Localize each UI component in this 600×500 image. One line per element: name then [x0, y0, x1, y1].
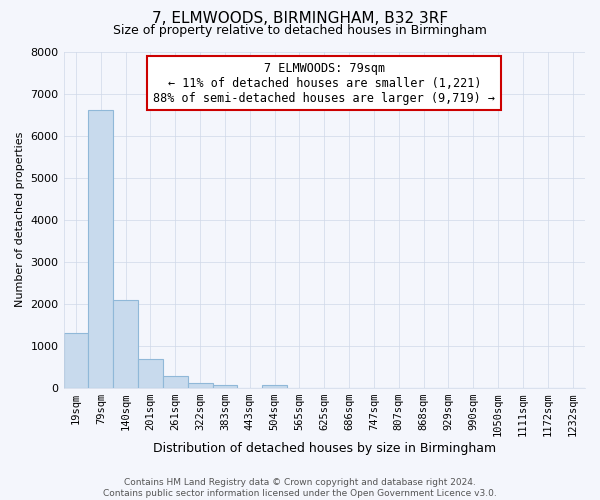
Y-axis label: Number of detached properties: Number of detached properties	[15, 132, 25, 308]
X-axis label: Distribution of detached houses by size in Birmingham: Distribution of detached houses by size …	[153, 442, 496, 455]
Bar	[64, 333, 88, 388]
Text: Contains HM Land Registry data © Crown copyright and database right 2024.
Contai: Contains HM Land Registry data © Crown c…	[103, 478, 497, 498]
Bar	[113, 300, 138, 388]
Text: Size of property relative to detached houses in Birmingham: Size of property relative to detached ho…	[113, 24, 487, 37]
Bar	[188, 383, 212, 388]
Bar	[138, 359, 163, 388]
Bar	[212, 385, 238, 388]
Text: 7, ELMWOODS, BIRMINGHAM, B32 3RF: 7, ELMWOODS, BIRMINGHAM, B32 3RF	[152, 11, 448, 26]
Bar	[163, 376, 188, 388]
Bar	[88, 110, 113, 388]
Bar	[262, 385, 287, 388]
Text: 7 ELMWOODS: 79sqm
← 11% of detached houses are smaller (1,221)
88% of semi-detac: 7 ELMWOODS: 79sqm ← 11% of detached hous…	[153, 62, 495, 104]
